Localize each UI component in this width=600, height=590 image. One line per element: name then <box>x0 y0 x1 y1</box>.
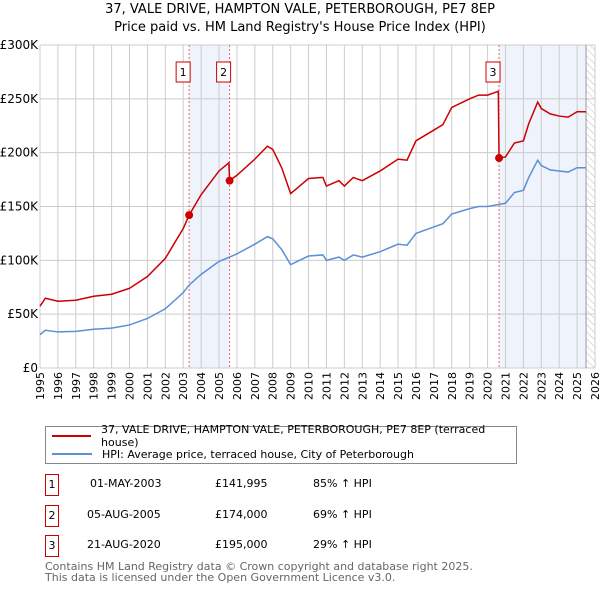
property-line <box>39 90 587 307</box>
sale-label-box <box>216 61 232 83</box>
sale-label-number: 2 <box>220 66 227 79</box>
sale-point <box>225 176 234 185</box>
legend-item-hpi: HPI: Average price, terraced house, City… <box>52 446 414 462</box>
x-tick-label: 2025 <box>571 372 584 400</box>
footer-line: Contains HM Land Registry data © Crown c… <box>45 560 473 573</box>
sale-marker-box: 2 <box>45 505 59 527</box>
sale-price: £141,995 <box>215 477 268 490</box>
sale-label-number: 3 <box>490 66 497 79</box>
x-tick-label: 1998 <box>88 372 101 400</box>
hpi-line <box>39 158 587 336</box>
x-tick-label: 2015 <box>392 372 405 400</box>
x-tick-label: 2012 <box>338 372 351 400</box>
sale-label-box <box>175 61 191 83</box>
y-tick-label: £200K <box>0 146 39 160</box>
sale-date: 05-AUG-2005 <box>87 508 161 521</box>
x-tick-label: 2005 <box>213 372 226 400</box>
chart-title: 37, VALE DRIVE, HAMPTON VALE, PETERBOROU… <box>105 2 495 17</box>
footer-line: This data is licensed under the Open Gov… <box>45 571 396 584</box>
legend: 37, VALE DRIVE, HAMPTON VALE, PETERBOROU… <box>45 423 517 464</box>
x-tick-label: 2021 <box>499 372 512 400</box>
sale-row: 1 01-MAY-2003 £141,995 85% ↑ HPI <box>45 474 445 496</box>
x-tick-label: 1996 <box>52 372 65 400</box>
x-tick-label: 2020 <box>482 372 495 400</box>
x-tick-label: 2003 <box>177 372 190 400</box>
sale-point <box>495 154 504 163</box>
y-tick-label: £100K <box>0 253 39 267</box>
x-tick-label: 2009 <box>285 372 298 400</box>
legend-label: 37, VALE DRIVE, HAMPTON VALE, PETERBOROU… <box>101 423 486 449</box>
x-tick-label: 2016 <box>410 372 423 400</box>
sale-price: £195,000 <box>215 538 268 551</box>
sale-label-number: 1 <box>180 66 187 79</box>
y-tick-label: £250K <box>0 92 39 106</box>
y-tick-label: £0 <box>23 361 38 375</box>
price-chart: 1995 1996 1997 1998 1999 2000 2001 2002 2003 2004… <box>0 38 600 400</box>
y-tick-label: £150K <box>0 200 39 214</box>
sale-hpi-diff: 29% ↑ HPI <box>313 538 372 551</box>
x-tick-label: 2013 <box>356 372 369 400</box>
x-tick-label: 2017 <box>428 372 441 400</box>
x-tick-label: 2000 <box>124 372 137 400</box>
sale-row: 2 05-AUG-2005 £174,000 69% ↑ HPI <box>45 505 445 527</box>
chart-subtitle: Price paid vs. HM Land Registry's House … <box>114 20 486 35</box>
sale-date: 21-AUG-2020 <box>87 538 161 551</box>
sale-marker-box: 1 <box>45 474 59 496</box>
sale-point <box>185 211 194 220</box>
x-tick-label: 2007 <box>249 372 262 400</box>
x-tick-label: 2002 <box>159 372 172 400</box>
x-tick-label: 2022 <box>517 372 530 400</box>
x-tick-label: 2019 <box>464 372 477 400</box>
x-tick-label: 2023 <box>535 372 548 400</box>
x-tick-label: 2011 <box>320 372 333 400</box>
sale-row: 3 21-AUG-2020 £195,000 29% ↑ HPI <box>45 535 445 557</box>
footer-copyright: Contains HM Land Registry data © Crown c… <box>45 561 473 583</box>
x-tick-label: 2008 <box>267 372 280 400</box>
x-tick-label: 2024 <box>553 372 566 400</box>
x-tick-label: 2004 <box>195 372 208 400</box>
sale-label-box <box>485 61 501 83</box>
x-tick-label: 2014 <box>374 372 387 400</box>
x-tick-label: 2010 <box>303 372 316 400</box>
legend-swatch-blue <box>52 453 92 455</box>
sale-price: £174,000 <box>215 508 268 521</box>
x-tick-label: 1995 <box>34 372 47 400</box>
legend-label: HPI: Average price, terraced house, City… <box>102 447 414 461</box>
x-tick-label: 2018 <box>446 372 459 400</box>
x-tick-label: 1997 <box>70 372 83 400</box>
y-tick-label: £50K <box>7 307 39 321</box>
sale-hpi-diff: 69% ↑ HPI <box>313 508 372 521</box>
sale-hpi-diff: 85% ↑ HPI <box>313 477 372 490</box>
x-tick-label: 2026 <box>589 372 600 400</box>
sale-date: 01-MAY-2003 <box>90 477 162 490</box>
x-tick-label: 2001 <box>141 372 154 400</box>
legend-swatch-red <box>52 435 92 437</box>
sale-marker-box: 3 <box>45 535 59 557</box>
y-tick-label: £300K <box>0 38 39 52</box>
legend-item-property: 37, VALE DRIVE, HAMPTON VALE, PETERBOROU… <box>52 423 516 449</box>
x-tick-label: 1999 <box>106 372 119 400</box>
x-tick-label: 2006 <box>231 372 244 400</box>
